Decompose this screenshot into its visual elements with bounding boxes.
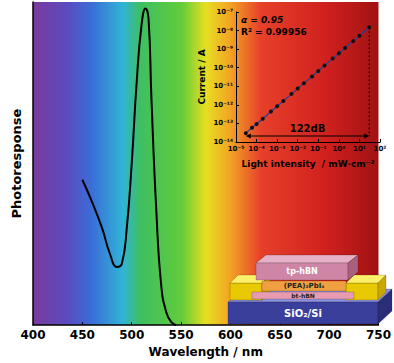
svg-text:10⁻³: 10⁻³: [269, 145, 286, 153]
svg-text:450: 450: [70, 328, 95, 342]
svg-text:SiO₂/Si: SiO₂/Si: [284, 308, 322, 319]
svg-text:600: 600: [218, 328, 243, 342]
svg-text:tp-hBN: tp-hBN: [286, 267, 317, 276]
svg-text:10⁻⁹: 10⁻⁹: [216, 45, 233, 53]
svg-text:(PEA)₂PbI₄: (PEA)₂PbI₄: [284, 282, 325, 290]
svg-text:α = 0.95: α = 0.95: [241, 15, 283, 25]
svg-text:10⁻⁵: 10⁻⁵: [228, 145, 245, 153]
svg-text:Photoresponse: Photoresponse: [9, 108, 24, 218]
svg-text:Wavelength / nm: Wavelength / nm: [149, 345, 263, 359]
svg-text:700: 700: [317, 328, 342, 342]
svg-text:Current / A: Current / A: [197, 49, 207, 104]
svg-text:bt-hBN: bt-hBN: [291, 292, 315, 299]
svg-text:10⁻¹⁰: 10⁻¹⁰: [213, 64, 233, 72]
svg-text:750: 750: [366, 328, 391, 342]
svg-text:650: 650: [267, 328, 292, 342]
svg-text:10¹: 10¹: [353, 145, 366, 153]
svg-text:10⁻¹²: 10⁻¹²: [213, 101, 233, 109]
svg-text:10⁰: 10⁰: [332, 145, 345, 153]
svg-text:10⁻¹⁴: 10⁻¹⁴: [213, 138, 233, 146]
svg-text:10⁻⁷: 10⁻⁷: [216, 8, 233, 16]
svg-text:550: 550: [169, 328, 194, 342]
svg-text:10⁻⁸: 10⁻⁸: [216, 27, 233, 35]
svg-text:R² = 0.99956: R² = 0.99956: [241, 27, 307, 37]
svg-text:Light intensity / mW·cm⁻²: Light intensity / mW·cm⁻²: [242, 159, 375, 169]
svg-text:10⁻⁴: 10⁻⁴: [248, 145, 265, 153]
svg-text:400: 400: [20, 328, 45, 342]
svg-text:10²: 10²: [374, 145, 387, 153]
svg-text:122dB: 122dB: [290, 123, 326, 134]
svg-text:10⁻²: 10⁻²: [289, 145, 306, 153]
svg-text:500: 500: [119, 328, 144, 342]
svg-text:10⁻¹³: 10⁻¹³: [213, 119, 233, 127]
svg-text:10⁻¹: 10⁻¹: [310, 145, 327, 153]
svg-text:10⁻¹¹: 10⁻¹¹: [213, 82, 233, 90]
